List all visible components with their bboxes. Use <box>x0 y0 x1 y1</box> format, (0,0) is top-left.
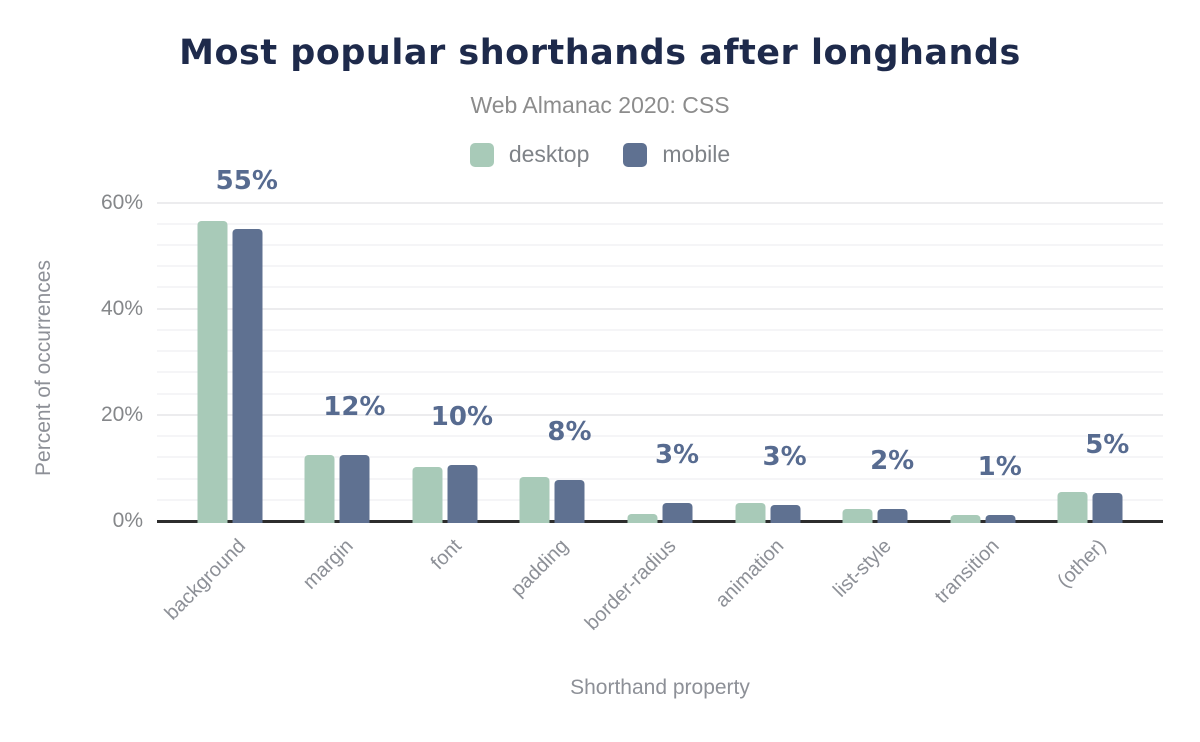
minor-gridline <box>157 477 1163 480</box>
chart-title: Most popular shorthands after longhands <box>179 33 1021 73</box>
data-label: 5% <box>1085 429 1130 460</box>
data-label: 3% <box>762 441 807 472</box>
bars-layer: 55% background 12% margin 10% font 8% padding 3%… <box>161 166 1145 635</box>
mobile-bar <box>339 455 370 523</box>
bar-group <box>842 508 908 523</box>
major-gridline <box>157 307 1163 310</box>
minor-gridline <box>157 371 1163 374</box>
data-label: 8% <box>547 416 592 447</box>
bar-group <box>197 221 263 523</box>
mobile-bar <box>985 514 1016 523</box>
bar-group <box>304 455 370 523</box>
desktop-bar <box>412 467 443 523</box>
bar-group <box>950 514 1016 523</box>
bar-group <box>1057 492 1123 523</box>
mobile-swatch-icon <box>623 142 648 167</box>
minor-gridline <box>157 286 1163 289</box>
x-tick-label: border-radius <box>580 535 681 635</box>
x-tick-label: transition <box>930 535 1004 608</box>
legend-label-mobile: mobile <box>662 141 731 167</box>
legend: desktop mobile <box>0 141 1200 168</box>
bar-group <box>735 503 801 523</box>
minor-gridline <box>157 435 1163 438</box>
mobile-bar <box>554 479 585 523</box>
x-tick-label: font <box>426 535 466 575</box>
minor-gridline <box>157 265 1163 268</box>
y-axis-ticks: 0% 20% 40% 60% <box>0 190 150 532</box>
x-tick-label: background <box>160 535 251 625</box>
data-label: 3% <box>654 440 700 471</box>
x-tick-label: (other) <box>1053 535 1111 593</box>
minor-gridline <box>157 222 1163 225</box>
data-label: 1% <box>977 451 1022 482</box>
category-column: 1% transition <box>929 190 1037 608</box>
desktop-bar <box>1057 492 1088 523</box>
y-tick-label: 40% <box>100 296 143 320</box>
major-gridline <box>157 413 1163 416</box>
x-axis-line <box>157 520 1163 523</box>
legend-label-desktop: desktop <box>508 141 590 167</box>
mobile-bar <box>447 465 478 523</box>
desktop-swatch-icon <box>469 142 494 167</box>
category-column: 12% margin <box>284 190 392 594</box>
desktop-bar <box>842 508 873 523</box>
desktop-bar <box>627 514 658 523</box>
legend-item-mobile: mobile <box>623 141 730 168</box>
data-label: 10% <box>430 402 494 433</box>
data-label: 12% <box>323 392 386 423</box>
data-label: 2% <box>870 446 915 477</box>
minor-gridline <box>157 392 1163 395</box>
major-gridline <box>157 201 1163 204</box>
bar-group <box>627 503 693 523</box>
minor-gridline <box>157 498 1163 501</box>
chart-subtitle: Web Almanac 2020: CSS <box>470 92 730 118</box>
x-tick-label: list-style <box>829 535 896 602</box>
legend-item-desktop: desktop <box>469 141 590 168</box>
minor-gridline <box>157 243 1163 246</box>
bar-group <box>519 477 585 523</box>
mobile-bar <box>662 503 693 523</box>
minor-gridline <box>157 328 1163 331</box>
category-column: 5% (other) <box>1037 190 1145 592</box>
y-tick-label: 60% <box>100 190 143 214</box>
y-tick-label: 0% <box>112 509 143 532</box>
data-label: 55% <box>215 166 278 197</box>
desktop-bar <box>735 503 766 523</box>
mobile-bar <box>232 229 263 523</box>
minor-gridline <box>157 350 1163 353</box>
desktop-bar <box>304 455 335 523</box>
desktop-bar <box>519 477 550 523</box>
x-axis-title: Shorthand property <box>570 676 750 699</box>
minor-gridline <box>157 456 1163 459</box>
desktop-bar <box>950 514 981 523</box>
category-column: 10% font <box>391 190 499 574</box>
category-column: 8% padding <box>499 190 607 601</box>
category-column: 3% border-radius <box>581 190 714 635</box>
bar-group <box>412 465 478 523</box>
x-tick-label: padding <box>507 535 574 601</box>
x-tick-label: animation <box>711 535 789 612</box>
desktop-bar <box>197 221 228 523</box>
mobile-bar <box>770 504 801 523</box>
y-tick-label: 20% <box>100 402 143 426</box>
category-column: 2% list-style <box>821 190 929 601</box>
x-tick-label: margin <box>299 535 358 594</box>
mobile-bar <box>877 509 908 523</box>
mobile-bar <box>1092 492 1123 523</box>
category-column: 55% background <box>161 166 284 624</box>
plot-area: 55% background 12% margin 10% font 8% padding 3%… <box>157 166 1163 635</box>
category-column: 3% animation <box>711 190 822 612</box>
